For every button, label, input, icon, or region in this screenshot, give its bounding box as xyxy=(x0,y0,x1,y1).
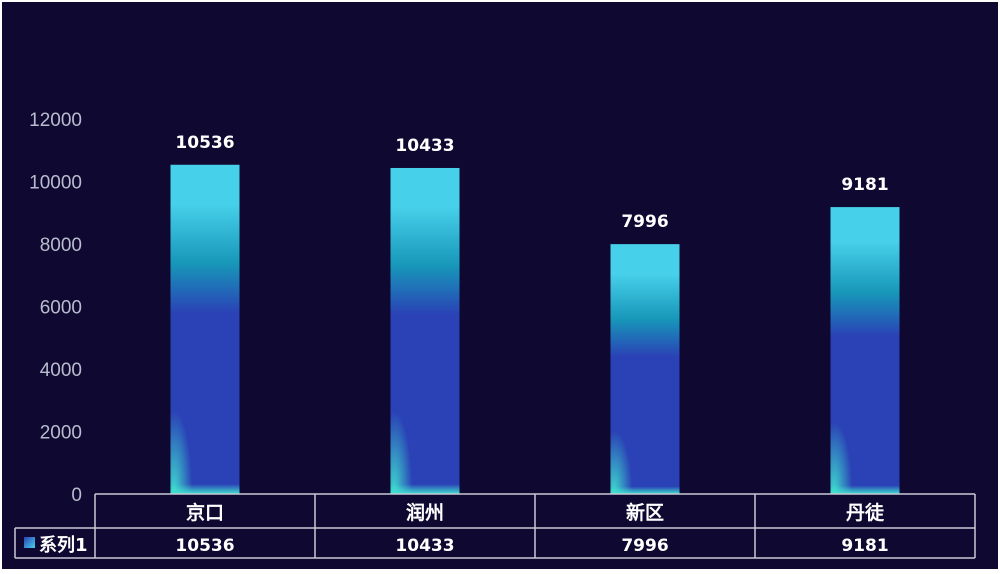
bar-glow xyxy=(610,244,680,494)
y-axis: 0 2000 4000 6000 8000 10000 12000 xyxy=(29,110,82,506)
category-label: 京口 xyxy=(186,501,224,524)
y-tick-label: 0 xyxy=(71,485,82,506)
legend-swatch xyxy=(24,537,35,548)
y-tick-label: 8000 xyxy=(40,235,82,256)
bar-data-label: 7996 xyxy=(621,212,668,232)
y-tick-label: 12000 xyxy=(29,110,82,131)
bar-data-label: 10433 xyxy=(395,136,454,156)
data-table: 京口 润州 新区 丹徒 10536 10433 7996 9181 系列1 xyxy=(14,493,976,559)
table-value-cell: 7996 xyxy=(621,536,668,556)
y-tick-label: 10000 xyxy=(29,173,82,194)
y-tick-label: 2000 xyxy=(40,423,82,444)
data-labels-group: 10536 10433 7996 9181 xyxy=(175,133,888,232)
bars-group xyxy=(170,164,900,494)
bar-data-label: 9181 xyxy=(841,175,888,195)
table-value-cell: 10433 xyxy=(395,536,454,556)
y-tick-label: 4000 xyxy=(40,360,82,381)
bar-data-label: 10536 xyxy=(175,133,234,153)
bar-glow xyxy=(830,207,900,494)
bar-glow xyxy=(390,167,460,494)
category-label: 新区 xyxy=(626,501,664,524)
category-label: 润州 xyxy=(406,501,444,524)
bar-glow xyxy=(170,164,240,494)
y-tick-label: 6000 xyxy=(40,298,82,319)
legend-series-label: 系列1 xyxy=(39,535,88,556)
table-value-cell: 10536 xyxy=(175,536,234,556)
category-label: 丹徒 xyxy=(846,501,885,524)
table-value-cell: 9181 xyxy=(841,536,888,556)
